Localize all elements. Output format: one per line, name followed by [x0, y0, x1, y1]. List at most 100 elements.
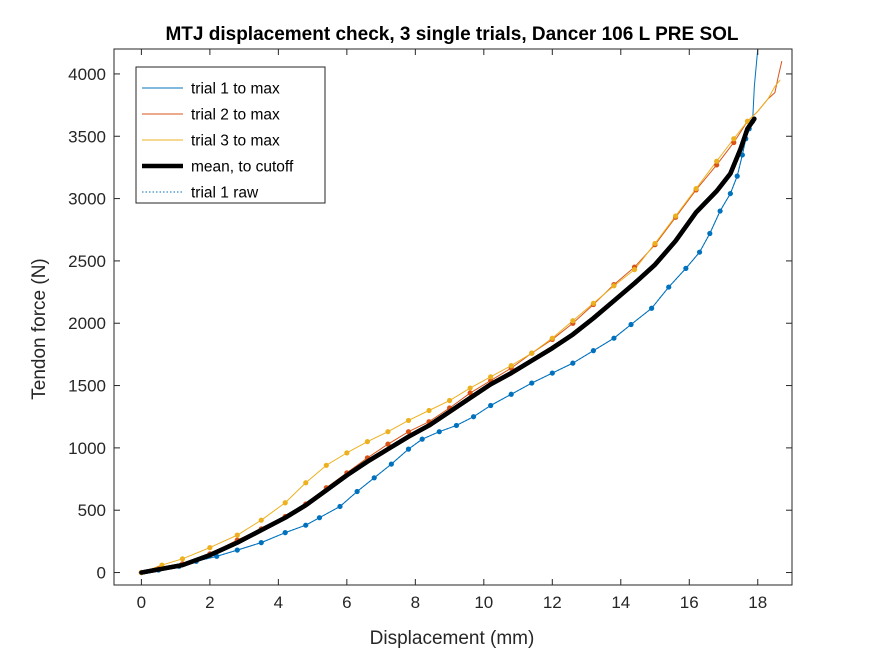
trial-1-raw-point: [628, 321, 634, 328]
mean-line-overlay: [139, 116, 757, 575]
series-line-3: [140, 79, 781, 574]
trial-3-point: [385, 429, 391, 435]
trial-1-raw-point: [488, 402, 494, 409]
trial-3-point: [258, 517, 264, 523]
x-tick-label: 6: [342, 593, 351, 612]
trial-1-raw-point: [717, 208, 723, 214]
trial-3-point: [426, 407, 432, 414]
trial-1-raw-point: [316, 515, 323, 521]
trial-1-raw-point: [470, 414, 477, 420]
trial-3-point: [590, 300, 596, 306]
trial-3-point: [405, 417, 412, 424]
trial-3-point: [693, 186, 699, 192]
x-tick-label: 12: [543, 593, 562, 612]
axes-box: [113, 48, 793, 586]
trial-3-point: [672, 213, 679, 219]
trial-3-point: [714, 158, 720, 164]
x-tick-label: 4: [274, 593, 283, 612]
legend-label: trial 1 to max: [191, 81, 280, 98]
trial-1-raw-point: [214, 553, 220, 559]
trial-1-raw-point: [570, 360, 576, 366]
x-tick-label: 8: [411, 593, 420, 612]
trial-3-point: [207, 545, 213, 551]
y-tick-label: 2500: [68, 252, 106, 271]
trial-3-point: [303, 480, 309, 486]
trial-1-raw-point: [727, 190, 733, 197]
legend-label: trial 3 to max: [191, 133, 280, 150]
x-tick-label: 14: [611, 593, 630, 612]
trial-1-raw-point: [405, 446, 412, 452]
y-tick-label: 4000: [68, 65, 106, 84]
x-tick-label: 18: [748, 593, 767, 612]
trial-1-raw-point: [436, 429, 442, 435]
trial-1-raw-point: [508, 391, 514, 397]
y-tick-label: 1500: [68, 377, 106, 396]
y-axis-title: Tendon force (N): [29, 258, 50, 400]
trial-1-raw-point: [453, 422, 460, 429]
y-tick-label: 500: [78, 501, 106, 520]
trial-1-raw-point: [371, 475, 377, 481]
trial-1-raw-point: [282, 530, 288, 536]
trial-3-point: [344, 450, 350, 456]
trial-1-raw-point: [388, 461, 394, 467]
trial-2-point: [405, 429, 412, 435]
trial-3-point: [570, 318, 576, 324]
legend-box: [135, 66, 326, 204]
trial-3-point: [179, 556, 186, 562]
trial-3-point: [744, 118, 751, 124]
y-tick-label: 0: [97, 564, 106, 583]
y-tick-label: 3500: [68, 127, 106, 146]
y-tick-label: 1000: [68, 439, 106, 458]
trial-1-raw-point: [303, 522, 309, 528]
trial-3-point: [508, 363, 514, 369]
trial-1-raw-point: [683, 265, 689, 271]
trial-1-raw-point: [739, 152, 745, 158]
x-tick-label: 16: [680, 593, 699, 612]
plot-area: [138, 49, 783, 576]
trial-3-point: [488, 374, 494, 380]
trial-2-point: [385, 441, 391, 447]
trial-1-raw-point: [590, 348, 596, 354]
trial-1-raw-point: [549, 370, 555, 376]
legend-label: trial 2 to max: [191, 107, 280, 124]
trial-1-raw-point: [734, 173, 740, 179]
trial-3-point: [611, 283, 617, 289]
trial-3-point: [549, 335, 555, 341]
legend-label: mean, to cutoff: [191, 159, 294, 176]
y-tick-label: 2000: [68, 314, 106, 333]
trial-1-raw-point: [234, 547, 240, 553]
chart-title: MTJ displacement check, 3 single trials,…: [165, 24, 738, 45]
x-axis-title: Displacement (mm): [370, 628, 535, 649]
trial-3-point: [234, 532, 240, 538]
trial-1-raw-point: [354, 488, 360, 495]
trial-2-point: [714, 162, 720, 168]
trial-3-point: [364, 439, 370, 445]
trial-3-point: [631, 267, 638, 273]
trial-1-raw-point: [649, 305, 655, 311]
trial-1-raw-point: [419, 436, 425, 442]
trial-2-point: [731, 139, 737, 146]
trial-3-point: [446, 397, 453, 404]
trial-3-point: [529, 350, 535, 356]
trial-1-raw-point: [337, 503, 343, 510]
trial-3-point: [282, 500, 288, 506]
x-tick-label: 10: [474, 593, 493, 612]
y-tick-label: 3000: [68, 190, 106, 209]
trial-2-point: [467, 390, 473, 396]
legend-label: trial 1 raw: [191, 185, 259, 202]
trial-1-raw-point: [666, 284, 672, 290]
x-tick-label: 0: [137, 593, 146, 612]
trial-3-point: [731, 136, 737, 142]
x-tick-label: 2: [205, 593, 214, 612]
trial-1-raw-point: [611, 335, 617, 341]
trial-1-raw-point: [707, 230, 713, 237]
legend: trial 1 to max trial 2 to max trial 3 to m…: [135, 66, 326, 204]
trial-1-raw-point: [258, 540, 264, 546]
trial-1-raw-point: [529, 380, 535, 386]
axes: 0 2 4 6 8 10 12 14 16 18 0 500 1000 1500 2000 2500 3000 3…: [68, 48, 793, 612]
trial-3-point: [652, 240, 658, 247]
trial-3-point: [467, 385, 473, 391]
trial-1-raw-point: [696, 249, 703, 255]
trial-3-point: [323, 462, 329, 468]
